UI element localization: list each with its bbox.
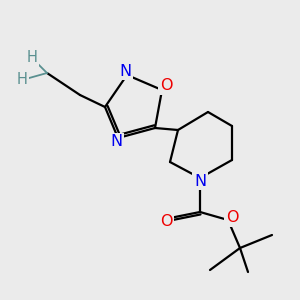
Text: N: N xyxy=(110,134,122,149)
Text: O: O xyxy=(160,214,172,230)
Text: O: O xyxy=(160,79,172,94)
Text: N: N xyxy=(194,173,206,188)
Text: O: O xyxy=(226,211,238,226)
Text: N: N xyxy=(119,64,131,79)
Text: H: H xyxy=(27,50,38,65)
Text: H: H xyxy=(16,73,27,88)
